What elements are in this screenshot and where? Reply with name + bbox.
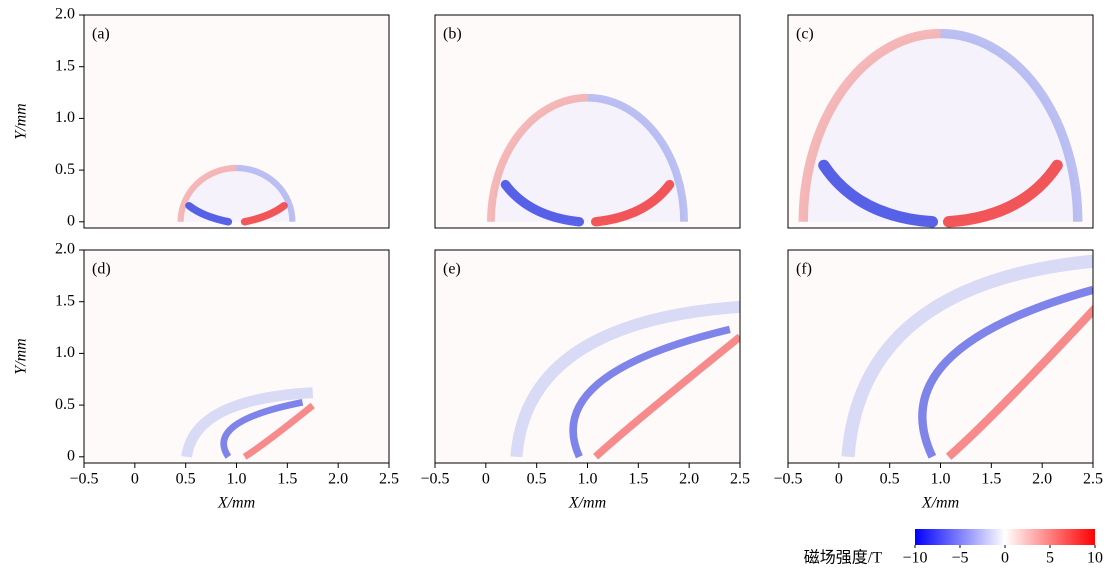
- y-tick-label: 0.5: [55, 161, 75, 178]
- panel-label: (c): [796, 26, 814, 43]
- y-tick-label: 0: [67, 212, 75, 229]
- x-tick-label: 0: [482, 471, 490, 488]
- x-tick-label: −0.5: [773, 471, 802, 488]
- inner-red: [590, 179, 675, 227]
- x-tick-label: 0: [835, 471, 843, 488]
- colorbar-tick-label: −10: [902, 550, 927, 567]
- x-tick-label: 2.5: [1083, 471, 1103, 488]
- x-tick-label: 1.0: [578, 471, 598, 488]
- plume-outer: [181, 387, 314, 458]
- inner-red: [240, 201, 288, 226]
- x-tick-label: 1.0: [931, 471, 951, 488]
- y-tick-label: 1.5: [55, 57, 75, 74]
- plume-red: [945, 304, 1093, 460]
- colorbar-tick-label: 0: [1001, 550, 1009, 567]
- plume-blue: [569, 325, 731, 459]
- heatmap-bg: [84, 250, 389, 463]
- x-tick-label: 1.0: [227, 471, 247, 488]
- x-tick-label: 0: [131, 471, 139, 488]
- plume-outer: [841, 254, 1093, 458]
- plume-outer: [510, 300, 740, 458]
- y-tick-label: 1.5: [55, 292, 75, 309]
- dome-right: [587, 93, 688, 222]
- x-tick-label: 1.5: [628, 471, 648, 488]
- y-tick-label: 2.0: [55, 241, 75, 258]
- dome-fill: [180, 168, 293, 222]
- heatmap: [435, 15, 740, 228]
- x-tick-label: 0.5: [880, 471, 900, 488]
- inner-blue: [500, 179, 585, 227]
- x-tick-label: −0.5: [420, 471, 449, 488]
- x-tick-label: 2.0: [1032, 471, 1052, 488]
- y-tick-label: 0: [67, 447, 75, 464]
- heatmap: [788, 250, 1093, 463]
- heatmap-bg: [788, 250, 1093, 463]
- panel-label: (b): [443, 26, 462, 43]
- x-axis-label: X/mm: [217, 495, 255, 512]
- x-tick-label: 2.5: [730, 471, 750, 488]
- inner-blue: [818, 159, 939, 228]
- plume-red: [242, 402, 315, 460]
- x-tick-label: −0.5: [69, 471, 98, 488]
- x-tick-label: 1.5: [981, 471, 1001, 488]
- x-tick-label: 0.5: [176, 471, 196, 488]
- panel-frame: [434, 14, 741, 229]
- x-tick-label: 2.0: [328, 471, 348, 488]
- inner-red: [942, 159, 1063, 228]
- x-axis-label: X/mm: [568, 495, 606, 512]
- panel-label: (e): [443, 261, 461, 278]
- x-tick-label: 2.0: [679, 471, 699, 488]
- dome-right: [940, 28, 1083, 222]
- panel-label: (a): [92, 26, 110, 43]
- colorbar-title: 磁场强度/T: [804, 549, 882, 567]
- dome-left: [798, 28, 941, 222]
- colorbar-tick-label: 10: [1087, 550, 1103, 567]
- heatmap: [84, 250, 389, 463]
- heatmap: [435, 250, 740, 463]
- colorbar-tick-label: 5: [1046, 550, 1054, 567]
- x-tick-label: 0.5: [527, 471, 547, 488]
- colorbar-tick-label: −5: [951, 550, 968, 567]
- panel-label: (d): [92, 261, 111, 278]
- panel-label: (f): [796, 261, 812, 278]
- x-tick-label: 2.5: [379, 471, 399, 488]
- y-axis-label: Y/mm: [13, 103, 30, 139]
- heatmap-bg: [435, 250, 740, 463]
- y-tick-label: 0.5: [55, 396, 75, 413]
- dome-left: [177, 164, 237, 222]
- y-tick-label: 2.0: [55, 6, 75, 23]
- dome-fill: [803, 33, 1078, 222]
- plume-red: [593, 333, 740, 460]
- plume-blue: [918, 285, 1093, 459]
- inner-blue: [185, 201, 233, 226]
- colorbar: [915, 529, 1095, 545]
- y-tick-label: 1.0: [55, 109, 75, 126]
- x-axis-label: X/mm: [921, 495, 959, 512]
- dome-left: [487, 93, 588, 222]
- panel-frame: [787, 14, 1094, 229]
- x-tick-label: 1.5: [277, 471, 297, 488]
- panel-frame: [83, 14, 390, 229]
- heatmap: [84, 15, 389, 228]
- plume-blue: [220, 398, 304, 459]
- y-axis-label: Y/mm: [13, 338, 30, 374]
- dome-fill: [490, 97, 685, 222]
- dome-right: [236, 164, 296, 222]
- heatmap: [788, 15, 1093, 228]
- y-tick-label: 1.0: [55, 344, 75, 361]
